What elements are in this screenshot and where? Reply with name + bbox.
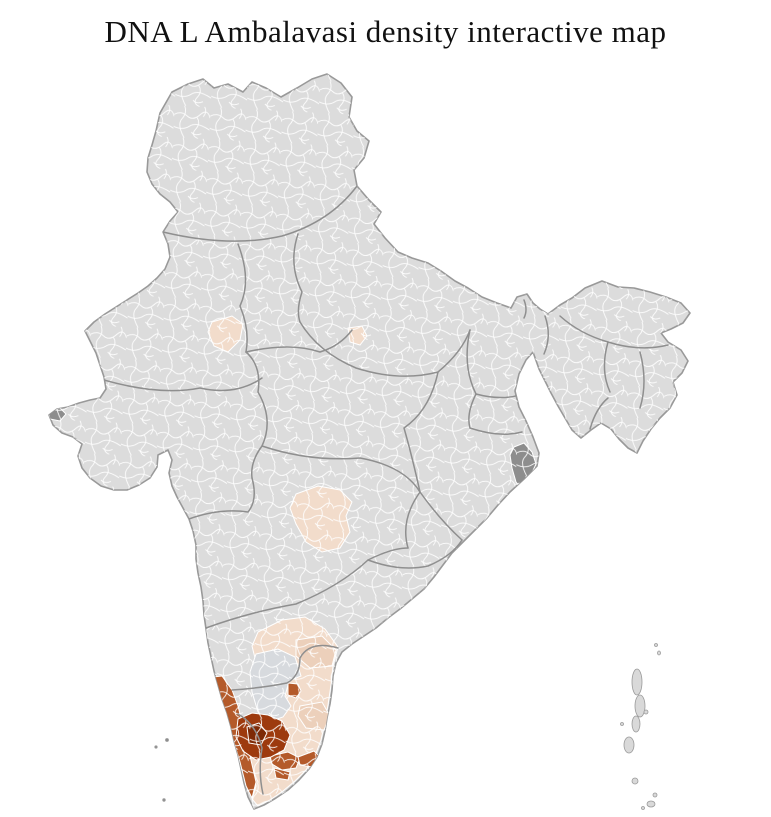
district-mesh-overlay [49,74,690,809]
island-dots-west [154,738,169,802]
map-title: DNA L Ambalavasi density interactive map [104,14,667,49]
island-chain-east [620,643,661,810]
state-boundaries [103,185,669,795]
